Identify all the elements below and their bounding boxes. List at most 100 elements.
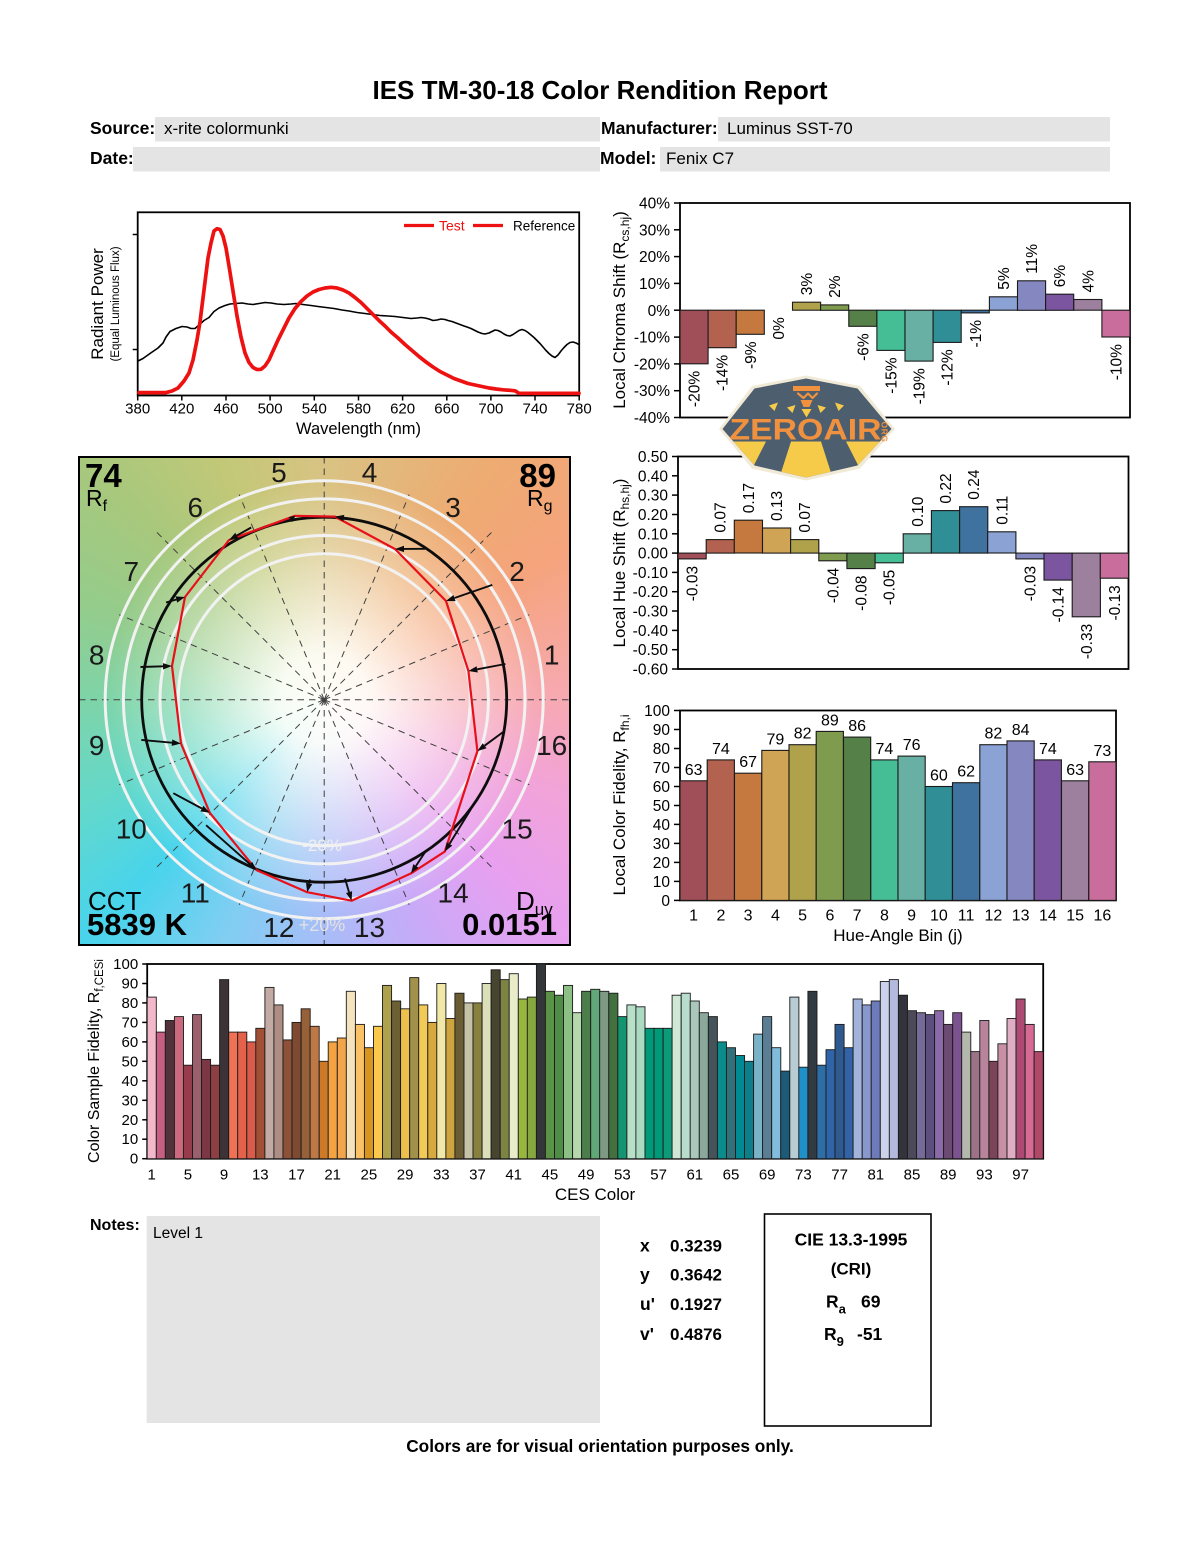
svg-text:Notes:: Notes: <box>90 1217 140 1234</box>
svg-text:16: 16 <box>1094 908 1112 925</box>
svg-text:-0.60: -0.60 <box>633 662 669 679</box>
svg-text:30: 30 <box>122 1092 139 1109</box>
svg-text:11: 11 <box>181 878 210 909</box>
svg-text:0: 0 <box>661 893 670 910</box>
svg-text:0.40: 0.40 <box>638 468 669 485</box>
svg-text:0.0151: 0.0151 <box>462 907 557 942</box>
svg-text:11: 11 <box>958 908 975 925</box>
svg-text:61: 61 <box>686 1167 703 1184</box>
svg-text:0.13: 0.13 <box>769 491 786 521</box>
svg-text:79: 79 <box>767 731 785 748</box>
svg-text:10: 10 <box>653 874 671 891</box>
svg-text:0: 0 <box>130 1151 138 1168</box>
svg-text:89: 89 <box>940 1167 957 1184</box>
svg-text:0.3642: 0.3642 <box>670 1266 722 1285</box>
svg-text:3: 3 <box>744 908 753 925</box>
svg-text:0.50: 0.50 <box>638 449 669 466</box>
svg-text:Wavelength (nm): Wavelength (nm) <box>296 420 421 438</box>
svg-text:4: 4 <box>771 908 780 925</box>
svg-text:74: 74 <box>1039 741 1057 758</box>
svg-text:45: 45 <box>542 1167 559 1184</box>
svg-text:-10%: -10% <box>1108 344 1125 380</box>
svg-text:57: 57 <box>650 1167 667 1184</box>
svg-text:1: 1 <box>148 1167 156 1184</box>
svg-text:30%: 30% <box>639 222 670 239</box>
svg-text:0.07: 0.07 <box>713 502 730 532</box>
svg-text:Fenix C7: Fenix C7 <box>666 149 734 168</box>
svg-text:700: 700 <box>478 401 503 418</box>
svg-text:60: 60 <box>653 779 671 796</box>
svg-text:0.17: 0.17 <box>741 483 758 513</box>
svg-text:3%: 3% <box>799 273 816 296</box>
svg-text:3: 3 <box>445 492 461 523</box>
svg-text:86: 86 <box>848 718 866 735</box>
svg-text:82: 82 <box>794 726 812 743</box>
svg-text:x: x <box>640 1236 650 1256</box>
svg-text:49: 49 <box>578 1167 595 1184</box>
svg-text:97: 97 <box>1012 1167 1029 1184</box>
svg-text:11%: 11% <box>1024 244 1041 274</box>
svg-text:580: 580 <box>346 401 371 418</box>
svg-text:25: 25 <box>361 1167 378 1184</box>
svg-text:-0.08: -0.08 <box>854 576 871 611</box>
svg-text:14: 14 <box>438 878 469 909</box>
svg-text:Luminus SST-70: Luminus SST-70 <box>727 119 853 138</box>
svg-text:69: 69 <box>759 1167 776 1184</box>
svg-text:20: 20 <box>653 855 671 872</box>
svg-text:5: 5 <box>184 1167 192 1184</box>
svg-text:(CRI): (CRI) <box>831 1260 872 1279</box>
svg-text:33: 33 <box>433 1167 450 1184</box>
svg-text:20: 20 <box>122 1112 139 1129</box>
svg-text:0.3239: 0.3239 <box>670 1237 722 1256</box>
svg-text:0.4876: 0.4876 <box>670 1325 722 1344</box>
svg-text:-15%: -15% <box>883 357 900 393</box>
svg-text:20%: 20% <box>639 249 670 266</box>
svg-text:67: 67 <box>739 754 757 771</box>
svg-text:Local Hue Shift (Rhs,hj): Local Hue Shift (Rhs,hj) <box>610 479 632 648</box>
svg-text:41: 41 <box>505 1167 522 1184</box>
svg-text:Radiant Power: Radiant Power <box>88 248 107 360</box>
svg-text:8: 8 <box>880 908 889 925</box>
svg-text:37: 37 <box>469 1167 486 1184</box>
svg-text:100: 100 <box>644 703 670 720</box>
svg-text:-6%: -6% <box>855 333 872 361</box>
svg-text:Model:: Model: <box>600 148 656 168</box>
svg-text:10%: 10% <box>639 276 670 293</box>
svg-text:-30%: -30% <box>634 383 670 400</box>
svg-text:Colors are for visual orientat: Colors are for visual orientation purpos… <box>406 1436 794 1456</box>
svg-text:+20%: +20% <box>299 915 346 935</box>
svg-text:420: 420 <box>169 401 194 418</box>
svg-text:x-rite colormunki: x-rite colormunki <box>164 119 289 138</box>
svg-text:8: 8 <box>89 639 105 670</box>
svg-text:460: 460 <box>213 401 238 418</box>
svg-text:780: 780 <box>567 401 592 418</box>
svg-text:9: 9 <box>220 1167 228 1184</box>
svg-text:CIE 13.3-1995: CIE 13.3-1995 <box>795 1230 908 1250</box>
svg-text:12: 12 <box>985 908 1003 925</box>
svg-text:Source:: Source: <box>90 118 155 138</box>
svg-text:7: 7 <box>853 908 862 925</box>
svg-text:ZEROAIR: ZEROAIR <box>730 414 882 447</box>
svg-text:540: 540 <box>302 401 327 418</box>
svg-text:90: 90 <box>653 722 671 739</box>
svg-text:-0.20: -0.20 <box>633 584 669 601</box>
svg-text:50: 50 <box>653 798 671 815</box>
svg-text:0.11: 0.11 <box>994 496 1011 525</box>
svg-text:-1%: -1% <box>968 320 985 348</box>
svg-text:89: 89 <box>519 457 556 494</box>
svg-text:10: 10 <box>930 908 948 925</box>
svg-text:CCT: CCT <box>88 886 142 916</box>
svg-text:50: 50 <box>122 1053 139 1070</box>
svg-text:17: 17 <box>288 1167 305 1184</box>
svg-text:5%: 5% <box>996 267 1013 290</box>
svg-text:4%: 4% <box>1080 270 1097 293</box>
svg-text:-0.30: -0.30 <box>633 604 669 621</box>
svg-text:77: 77 <box>831 1167 848 1184</box>
svg-text:u': u' <box>640 1294 655 1314</box>
svg-text:Hue-Angle Bin (j): Hue-Angle Bin (j) <box>833 926 962 945</box>
svg-text:2: 2 <box>509 556 525 587</box>
svg-text:80: 80 <box>653 741 671 758</box>
svg-text:380: 380 <box>125 401 150 418</box>
svg-text:53: 53 <box>614 1167 631 1184</box>
svg-text:6%: 6% <box>1052 265 1069 288</box>
